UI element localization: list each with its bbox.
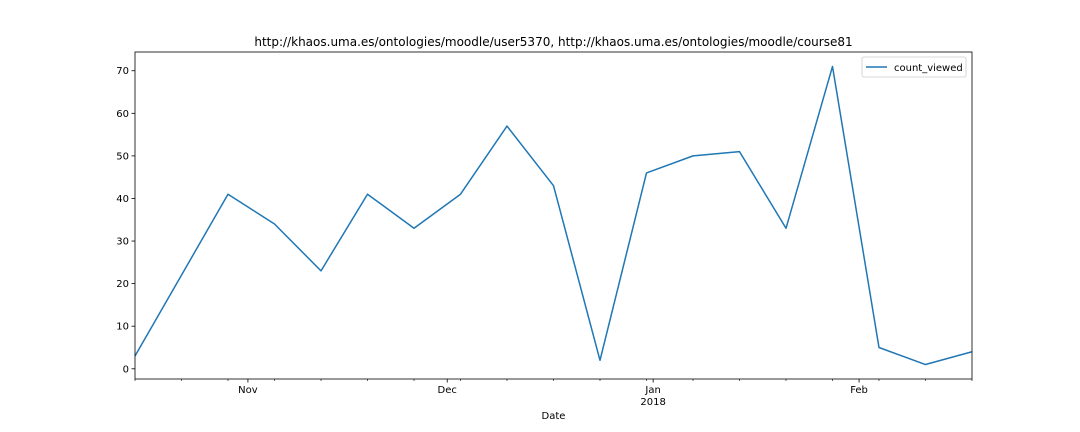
chart-title: http://khaos.uma.es/ontologies/moodle/us… xyxy=(254,35,852,49)
x-tick-label: Nov xyxy=(238,385,258,396)
x-tick-label: Jan xyxy=(644,385,660,396)
y-tick-label: 0 xyxy=(123,364,129,375)
y-tick-label: 30 xyxy=(116,237,129,248)
series-line-count-viewed xyxy=(134,65,973,366)
y-tick-label: 10 xyxy=(116,322,129,333)
y-tick-label: 60 xyxy=(116,109,129,120)
series-layer xyxy=(134,65,973,366)
x-tick-label: Feb xyxy=(850,385,868,396)
x-axis-label: Date xyxy=(542,411,566,422)
y-tick-label: 70 xyxy=(116,66,129,77)
y-tick-label: 50 xyxy=(116,151,129,162)
y-axis: 0 10 20 30 40 50 60 70 xyxy=(116,66,135,375)
y-tick-label: 40 xyxy=(116,194,129,205)
x-tick-label: Dec xyxy=(438,385,457,396)
legend-label: count_viewed xyxy=(894,63,963,74)
y-tick-label: 20 xyxy=(116,279,129,290)
legend: count_viewed xyxy=(861,56,967,78)
legend-box xyxy=(861,56,967,78)
x-tick-sublabel: 2018 xyxy=(640,397,665,408)
